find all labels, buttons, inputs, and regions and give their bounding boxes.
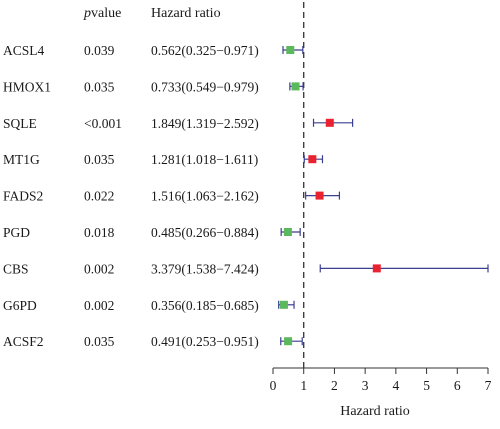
x-tick-label: 4: [392, 378, 399, 393]
gene-label: PGD: [3, 225, 30, 240]
gene-label: HMOX1: [3, 79, 51, 94]
hazard-ratio-header: Hazard ratio: [151, 6, 221, 21]
hr-ci-text: 0.491(0.253−0.951): [151, 334, 259, 349]
table-rows: ACSL4 0.039 0.562(0.325−0.971) HMOX1 0.035 0.…: [3, 43, 259, 349]
hr-point-marker: [372, 264, 381, 273]
x-axis-label: Hazard ratio: [340, 404, 410, 419]
gene-label: MT1G: [3, 152, 40, 167]
hr-ci-text: 1.849(1.319−2.592): [151, 116, 259, 131]
hr-point-marker: [308, 155, 317, 164]
hr-point-marker: [283, 228, 292, 236]
pvalue-text: 0.018: [84, 225, 115, 240]
pvalue-text: 0.039: [84, 43, 115, 58]
hr-ci-text: 0.733(0.549−0.979): [151, 79, 259, 94]
x-tick-label: 7: [485, 378, 492, 393]
x-tick-label: 1: [300, 378, 307, 393]
pvalue-text: <0.001: [84, 116, 122, 131]
x-tick-label: 6: [454, 378, 461, 393]
pvalue-text: 0.002: [84, 298, 114, 313]
pvalue-text: 0.002: [84, 261, 114, 276]
pvalue-header: pvalue: [83, 6, 121, 21]
hr-ci-text: 1.516(1.063−2.162): [151, 189, 259, 204]
pvalue-text: 0.035: [84, 79, 115, 94]
pvalue-text: 0.035: [84, 152, 115, 167]
x-tick-label: 2: [331, 378, 338, 393]
x-tick-label: 3: [362, 378, 369, 393]
pvalue-text: 0.035: [84, 334, 115, 349]
hr-point-marker: [279, 300, 288, 309]
hr-point-marker: [291, 82, 300, 91]
gene-label: FADS2: [3, 189, 43, 204]
gene-label: G6PD: [3, 298, 37, 313]
hr-point-marker: [325, 118, 334, 127]
gene-label: ACSL4: [3, 43, 45, 58]
hr-point-marker: [284, 337, 293, 346]
gene-label: CBS: [3, 261, 29, 276]
pvalue-text: 0.022: [84, 189, 114, 204]
hr-point-marker: [315, 191, 324, 200]
gene-label: ACSF2: [3, 334, 44, 349]
hr-ci-text: 1.281(1.018−1.611): [151, 152, 258, 167]
hr-ci-text: 3.379(1.538−7.424): [151, 261, 259, 276]
hr-ci-text: 0.485(0.266−0.884): [151, 225, 259, 240]
x-axis: 0 1 2 3 4 5 6 7: [270, 367, 492, 393]
x-tick-label: 0: [270, 378, 277, 393]
plot-area: [278, 2, 489, 368]
gene-label: SQLE: [3, 116, 37, 131]
hr-point-marker: [286, 46, 295, 54]
hr-ci-text: 0.562(0.325−0.971): [151, 43, 259, 58]
x-tick-label: 5: [423, 378, 430, 393]
hr-ci-text: 0.356(0.185−0.685): [151, 298, 259, 313]
